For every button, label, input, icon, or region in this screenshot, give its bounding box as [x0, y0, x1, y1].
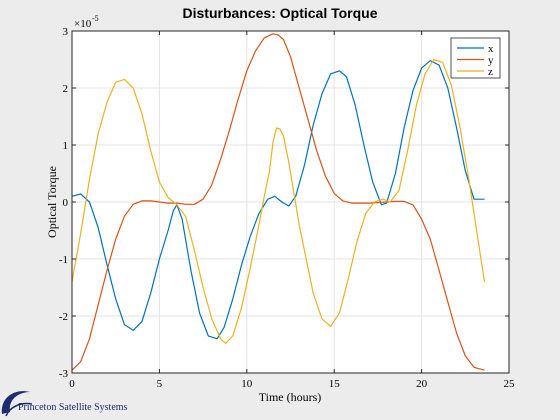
- x-axis-label: Time (hours): [259, 390, 322, 404]
- x-tick-label: 20: [416, 378, 428, 390]
- x-tick-label: 15: [329, 378, 341, 390]
- y-exponent-power: -5: [92, 14, 99, 23]
- logo-arc-icon: [5, 402, 33, 417]
- y-axis-label: Optical Torque: [45, 166, 59, 238]
- y-tick-label: 1: [63, 140, 69, 152]
- axis-ticks: 0 5 10 15 20 25 -3 -2 -1 0 1 2 3: [59, 26, 515, 390]
- x-tick-label: 5: [157, 378, 163, 390]
- y-tick-label: -3: [59, 368, 69, 380]
- y-tick-label: -1: [59, 254, 68, 266]
- y-exponent-base: ×10: [74, 18, 92, 30]
- legend-x-label: x: [488, 43, 494, 55]
- logo-text: Princeton Satellite Systems: [18, 402, 128, 413]
- series-x-line: [71, 60, 485, 340]
- company-logo: Princeton Satellite Systems: [1, 391, 128, 417]
- x-tick-label: 25: [504, 378, 516, 390]
- chart-title: Disturbances: Optical Torque: [183, 5, 378, 21]
- y-exponent: ×10 -5: [74, 14, 99, 30]
- series-lines: [71, 33, 486, 371]
- logo-swoosh-icon: [1, 391, 31, 414]
- y-tick-label: 2: [63, 83, 69, 95]
- y-tick-label: 3: [63, 26, 69, 38]
- y-tick-label: -2: [59, 311, 68, 323]
- x-tick-label: 10: [241, 378, 253, 390]
- legend-y-label: y: [488, 55, 494, 67]
- series-y-line: [71, 33, 485, 371]
- x-tick-label: 0: [69, 378, 75, 390]
- legend: xyz: [450, 37, 501, 79]
- y-tick-label: 0: [63, 197, 69, 209]
- series-z-line: [71, 58, 486, 344]
- legend-z-label: z: [488, 66, 493, 78]
